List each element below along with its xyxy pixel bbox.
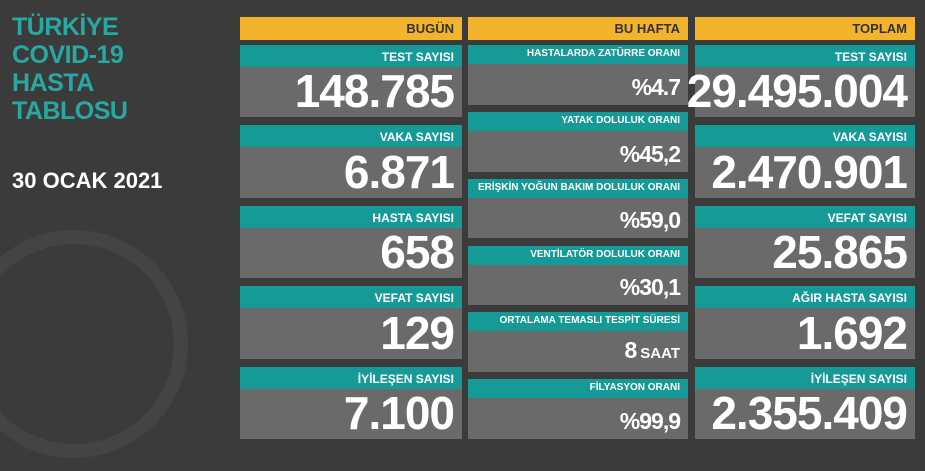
date: 30 OCAK 2021 <box>12 168 163 193</box>
card-value: 2.355.409 <box>711 386 908 439</box>
card-label-strip <box>240 45 462 67</box>
stat-card: AĞIR HASTA SAYISI 1.692 <box>695 286 915 359</box>
card-label: YATAK DOLULUK ORANI <box>561 114 680 126</box>
card-label: VEFAT SAYISI <box>827 210 907 225</box>
card-label-strip <box>468 379 688 399</box>
card-value: %59,0 <box>619 207 681 234</box>
card-label: TEST SAYISI <box>834 50 907 64</box>
card-label: HASTALARDA ZATÜRRE ORANI <box>526 48 680 59</box>
stat-card: VEFAT SAYISI 25.865 <box>695 205 915 279</box>
column-header-text: TOPLAM <box>852 21 907 36</box>
card-label-strip <box>468 111 688 131</box>
card-label: VAKA SAYISI <box>832 130 907 145</box>
card-value: %4.7 <box>631 73 681 100</box>
card-value: 2.470.901 <box>711 145 908 198</box>
card-value: 7.100 <box>343 386 455 439</box>
card-label: VENTİLATÖR DOLULUK ORANI <box>530 248 680 260</box>
column-header: BUGÜN <box>240 17 462 40</box>
column-header-text: BU HAFTA <box>614 21 680 36</box>
card-label: TEST SAYISI <box>381 50 454 64</box>
title-line: TÜRKİYE <box>12 13 119 41</box>
card-label-strip <box>240 205 462 228</box>
title-line: COVID-19 <box>12 41 124 69</box>
stat-card: ORTALAMA TEMASLI TESPİT SÜRESİ 8 SAAT <box>468 312 688 373</box>
stat-card: İYİLEŞEN SAYISI 7.100 <box>240 366 462 439</box>
card-label: FİLYASYON ORANI <box>589 382 680 394</box>
card-value: 29.495.004 <box>686 65 908 118</box>
card-value: 658 <box>380 226 455 279</box>
stat-card: TEST SAYISI 29.495.004 <box>687 45 915 118</box>
card-label: ERİŞKİN YOĞUN BAKIM DOLULUK ORANI <box>477 181 680 193</box>
card-unit: SAAT <box>640 345 680 363</box>
card-label-strip <box>695 205 915 228</box>
stat-card: ERİŞKİN YOĞUN BAKIM DOLULUK ORANI %59,0 <box>468 178 688 239</box>
stat-card: FİLYASYON ORANI %99,9 <box>468 379 688 439</box>
card-label-strip <box>468 178 688 198</box>
stat-card: VAKA SAYISI 2.470.901 <box>695 125 915 198</box>
column-header-text: BUGÜN <box>406 21 454 36</box>
title-line: HASTA <box>12 69 94 97</box>
card-label-strip <box>468 45 688 64</box>
stat-card: TEST SAYISI 148.785 <box>240 45 462 118</box>
card-label-strip <box>695 366 915 389</box>
card-value: 8 SAAT <box>624 337 680 364</box>
stat-card: VEFAT SAYISI 129 <box>240 286 462 359</box>
card-value: %99,9 <box>619 407 681 434</box>
title-line: TABLOSU <box>12 97 128 125</box>
card-label-strip <box>240 286 462 309</box>
card-label-strip <box>695 125 915 148</box>
card-label-strip <box>468 245 688 265</box>
card-value: 25.865 <box>772 226 908 279</box>
card-label-strip <box>695 286 915 309</box>
card-label: İYİLEŞEN SAYISI <box>810 371 907 386</box>
card-value: %45,2 <box>619 140 681 167</box>
stat-card: VAKA SAYISI 6.871 <box>240 125 462 198</box>
card-value: 1.692 <box>796 306 908 359</box>
stat-card: HASTA SAYISI 658 <box>240 205 462 279</box>
stat-card: VENTİLATÖR DOLULUK ORANI %30,1 <box>468 245 688 306</box>
card-label: VEFAT SAYISI <box>374 291 454 306</box>
card-value: 6.871 <box>343 145 455 198</box>
card-label-strip <box>695 45 915 67</box>
column-header: TOPLAM <box>695 17 915 40</box>
card-label: İYİLEŞEN SAYISI <box>357 371 454 386</box>
card-label: ORTALAMA TEMASLI TESPİT SÜRESİ <box>499 315 680 327</box>
card-label-strip <box>240 125 462 148</box>
card-value: %30,1 <box>619 274 681 301</box>
card-value: 129 <box>380 306 455 359</box>
card-label: VAKA SAYISI <box>379 130 454 145</box>
column-header: BU HAFTA <box>468 17 688 40</box>
card-label-strip <box>468 312 688 332</box>
stat-card: İYİLEŞEN SAYISI 2.355.409 <box>695 366 915 439</box>
stat-card: YATAK DOLULUK ORANI %45,2 <box>468 111 688 172</box>
stat-card: HASTALARDA ZATÜRRE ORANI %4.7 <box>468 45 688 105</box>
card-label: HASTA SAYISI <box>372 210 454 225</box>
card-value: 148.785 <box>294 65 455 118</box>
card-label-strip <box>240 366 462 389</box>
logo-watermark <box>0 230 188 458</box>
card-label: AĞIR HASTA SAYISI <box>792 291 907 306</box>
